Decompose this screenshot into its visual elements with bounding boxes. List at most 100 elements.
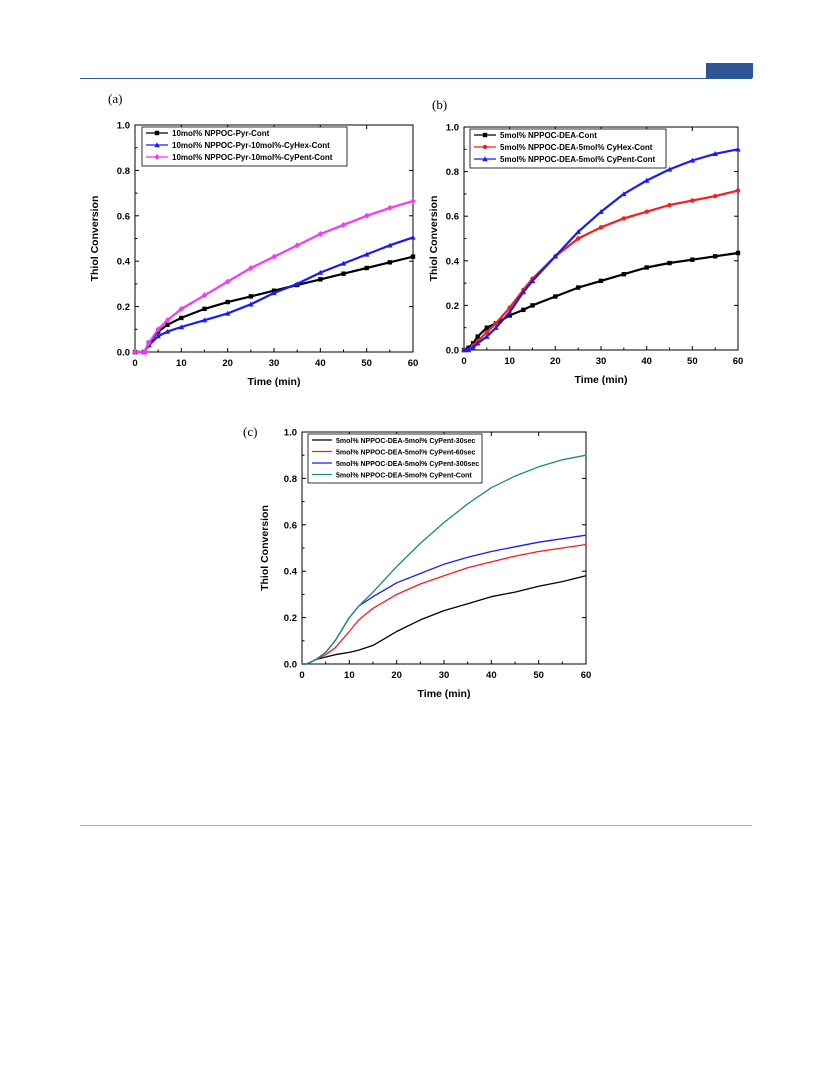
series-line [301,534,587,665]
series-1 [461,250,741,353]
series-3 [132,198,416,355]
data-point [520,289,527,295]
x-tick-label: 10 [344,670,355,681]
data-point [340,260,347,266]
x-axis-label: Time (min) [575,374,628,386]
series-line [301,575,587,665]
x-tick-label: 60 [581,670,592,681]
y-tick-label: 1.0 [446,123,459,134]
x-tick-label: 40 [486,670,497,681]
data-point [248,294,254,299]
y-tick-label: 1.0 [284,428,297,439]
x-tick-label: 0 [132,358,137,369]
data-point [294,242,300,249]
legend-box [307,433,483,484]
y-axis-label: Thiol Conversion [428,196,440,282]
x-tick-label: 30 [439,670,450,681]
data-point [553,294,558,299]
data-point [735,250,741,256]
data-point [271,253,277,260]
data-point [506,309,513,315]
data-point [552,253,559,259]
data-point [484,333,490,339]
x-axis-label: Time (min) [248,376,301,388]
data-point [621,191,627,197]
legend-box [469,128,667,169]
legend-label: 10mol% NPPOC-Pyr-Cont [172,129,270,138]
data-point [294,281,300,287]
data-point [598,225,604,230]
data-point [493,325,499,330]
panel-label-c: (c) [243,424,258,439]
data-point [155,326,161,333]
y-tick-label: 0.2 [446,301,459,312]
data-point [224,310,231,316]
data-point [644,265,649,270]
data-point [690,198,695,203]
data-point [521,307,526,313]
data-point [317,230,324,237]
header-accent-box [706,63,753,78]
data-point [598,209,604,214]
data-point [387,204,393,211]
y-axis-label: Thiol Conversion [89,196,101,282]
data-point [165,322,170,327]
y-tick-label: 1.0 [117,121,130,132]
data-point [484,325,490,330]
data-point [340,221,347,228]
x-tick-label: 50 [687,356,698,367]
data-point [225,299,230,305]
x-tick-label: 20 [222,358,233,369]
x-tick-label: 0 [461,356,466,367]
legend-label: 10mol% NPPOC-Pyr-10mol%-CyHex-Cont [172,141,330,150]
data-point [621,216,627,221]
series-2 [301,543,587,665]
legend-label: 5mol% NPPOC-DEA-5mol% CyHex-Cont [500,143,653,152]
series-3 [301,534,587,665]
legend-label: 5mol% NPPOC-DEA-5mol% CyPent-Cont [336,473,472,480]
series-line [301,454,587,665]
x-tick-label: 20 [391,670,402,681]
data-point [271,290,277,296]
data-point [387,260,393,265]
y-tick-label: 0.4 [117,257,131,268]
legend-marker [154,154,160,160]
data-point [712,193,718,199]
legend-marker [154,130,160,136]
data-point [689,157,696,163]
legend-label: 5mol% NPPOC-DEA-5mol% CyPent-60sec [336,450,475,457]
data-point [363,251,370,257]
legend: 5mol% NPPOC-DEA-5mol% CyPent-30sec 5mol% … [307,433,483,484]
header-rule [80,78,752,79]
data-point [644,209,649,214]
data-point [201,292,208,299]
data-point [179,315,184,321]
data-point [387,242,393,248]
series-3 [461,146,741,353]
x-tick-label: 10 [504,356,515,367]
data-point [410,234,416,240]
data-point [318,277,323,282]
data-point [470,341,476,346]
x-tick-label: 50 [533,670,544,681]
legend-label: 5mol% NPPOC-DEA-5mol% CyPent-300sec [336,461,479,468]
data-point [141,349,147,355]
x-tick-label: 0 [299,670,304,681]
series-line [301,543,587,665]
data-point [317,269,324,275]
data-point [475,334,480,339]
data-point [666,166,673,172]
legend-marker [482,132,488,138]
data-point [735,188,741,193]
data-point [690,257,695,262]
x-tick-label: 60 [733,356,744,367]
data-point [712,151,718,156]
series-4 [301,454,587,665]
legend-label: 5mol% NPPOC-DEA-5mol% CyPent-Cont [500,155,655,164]
legend-box [141,126,348,167]
x-axis-label: Time (min) [418,688,471,700]
series-1 [301,575,587,665]
